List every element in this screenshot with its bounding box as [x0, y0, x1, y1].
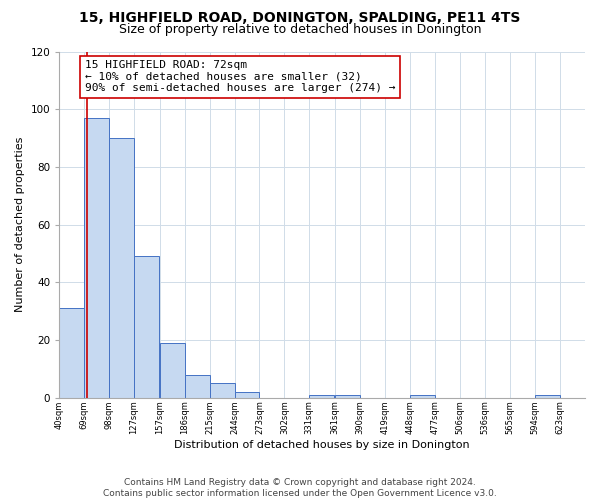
- Text: Contains HM Land Registry data © Crown copyright and database right 2024.
Contai: Contains HM Land Registry data © Crown c…: [103, 478, 497, 498]
- Bar: [309, 395, 334, 398]
- Bar: [134, 256, 159, 398]
- Bar: [335, 395, 360, 398]
- Bar: [410, 395, 434, 398]
- Bar: [109, 138, 134, 398]
- Y-axis label: Number of detached properties: Number of detached properties: [15, 137, 25, 312]
- Text: 15, HIGHFIELD ROAD, DONINGTON, SPALDING, PE11 4TS: 15, HIGHFIELD ROAD, DONINGTON, SPALDING,…: [79, 11, 521, 25]
- Bar: [209, 384, 235, 398]
- Text: 15 HIGHFIELD ROAD: 72sqm
← 10% of detached houses are smaller (32)
90% of semi-d: 15 HIGHFIELD ROAD: 72sqm ← 10% of detach…: [85, 60, 395, 94]
- Bar: [84, 118, 109, 398]
- Bar: [59, 308, 84, 398]
- Text: Size of property relative to detached houses in Donington: Size of property relative to detached ho…: [119, 22, 481, 36]
- Bar: [185, 374, 209, 398]
- Bar: [235, 392, 259, 398]
- Bar: [160, 343, 185, 398]
- X-axis label: Distribution of detached houses by size in Donington: Distribution of detached houses by size …: [175, 440, 470, 450]
- Bar: [535, 395, 560, 398]
